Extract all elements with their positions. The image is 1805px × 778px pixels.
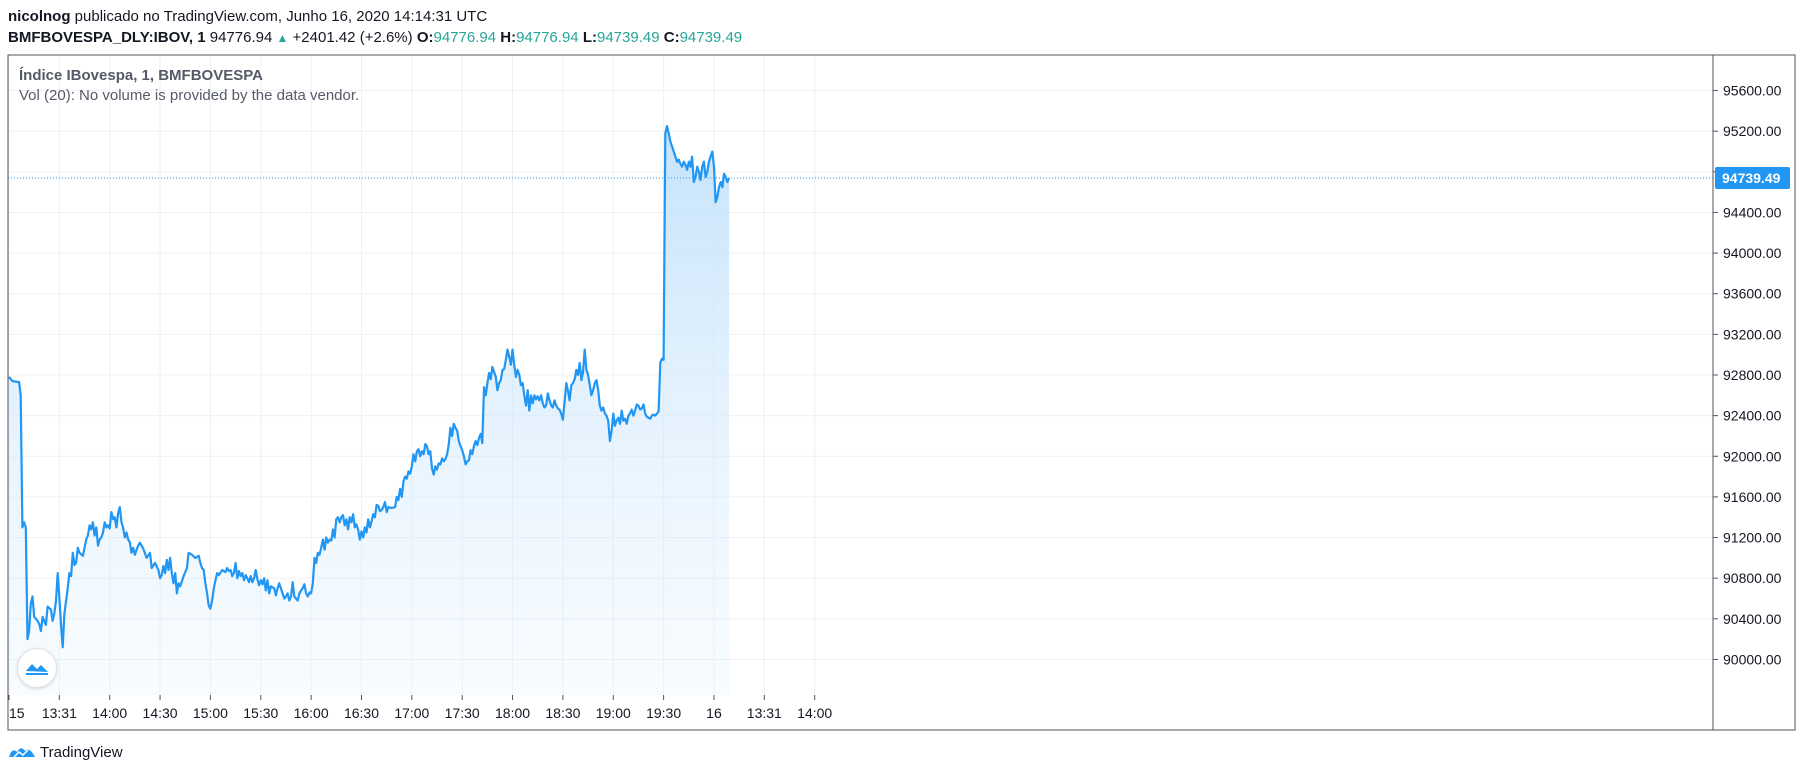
close-value: 94739.49	[679, 29, 743, 46]
time-tick-label: 16	[706, 705, 722, 721]
last-price: 94776.94	[209, 29, 273, 46]
time-tick-label: 14:30	[143, 705, 178, 721]
symbol-name[interactable]: BMFBOVESPA_DLY:IBOV, 1	[8, 29, 206, 46]
time-tick-label: 15:30	[243, 705, 278, 721]
time-tick-label: 14:00	[92, 705, 127, 721]
price-tick-label: 93200.00	[1723, 326, 1782, 342]
price-line	[8, 125, 731, 649]
time-tick-label: 16:30	[344, 705, 379, 721]
author-name[interactable]: nicolnog	[8, 8, 71, 25]
price-tick-label: 92400.00	[1723, 408, 1782, 424]
chart-legend: Índice IBovespa, 1, BMFBOVESPA Vol (20):…	[19, 66, 359, 106]
time-tick-label: 13:31	[42, 705, 77, 721]
high-value: 94776.94	[516, 29, 579, 46]
open-value: 94776.94	[433, 29, 497, 46]
price-tick-label: 94400.00	[1723, 204, 1782, 220]
open-label: O:	[416, 29, 434, 46]
price-tick-label: 95600.00	[1723, 83, 1782, 99]
time-tick-label: 14:00	[797, 705, 832, 721]
brand-footer[interactable]: TradingView	[8, 743, 123, 761]
price-tick-label: 91600.00	[1723, 489, 1782, 505]
price-tick-label: 90400.00	[1723, 611, 1782, 627]
price-tick-label: 91200.00	[1723, 530, 1782, 546]
price-axis[interactable]: 95600.0095200.0094800.0094400.0094000.00…	[1713, 83, 1782, 668]
time-tick-label: 17:30	[445, 705, 480, 721]
price-tick-label: 94000.00	[1723, 245, 1782, 261]
time-tick-label: 16:00	[294, 705, 329, 721]
time-tick-label: 18:30	[545, 705, 580, 721]
price-tick-label: 92000.00	[1723, 448, 1782, 464]
brand-name: TradingView	[40, 743, 123, 761]
price-tick-label: 93600.00	[1723, 286, 1782, 302]
price-change: +2401.42 (+2.6%)	[292, 29, 413, 46]
time-tick-label: 13:31	[747, 705, 782, 721]
publish-header: nicolnog publicado no TradingView.com, J…	[8, 7, 487, 27]
price-tick-label: 92800.00	[1723, 367, 1782, 383]
volume-note: Vol (20): No volume is provided by the d…	[19, 87, 360, 104]
low-label: L:	[582, 29, 597, 46]
last-price-label-text: 94739.49	[1722, 170, 1781, 186]
low-value: 94739.49	[596, 29, 660, 46]
chart-logo-button[interactable]	[17, 648, 57, 688]
time-tick-label: 18:00	[495, 705, 530, 721]
time-tick-label: 17:00	[394, 705, 429, 721]
last-price-label-bg	[1715, 166, 1790, 189]
legend-title[interactable]: Índice IBovespa, 1, BMFBOVESPA	[19, 67, 263, 84]
time-axis[interactable]: 15 13:31 14:00 14:30 15:00 15:30 16:00 16:30 17:…	[8, 695, 832, 721]
last-price-label: 94739.49	[1715, 166, 1790, 189]
price-tick-label: 95200.00	[1723, 123, 1782, 139]
up-arrow-icon: ▲	[276, 31, 289, 45]
published-text: publicado no TradingView.com, Junho 16, …	[74, 8, 488, 25]
price-tick-label: 90000.00	[1723, 651, 1782, 667]
price-area-fill	[9, 126, 730, 696]
tradingview-logo-icon	[9, 748, 35, 758]
price-axis-border	[1712, 54, 1796, 731]
symbol-line: BMFBOVESPA_DLY:IBOV, 1 94776.94 ▲ +2401.…	[8, 28, 742, 48]
high-label: H:	[500, 29, 517, 46]
close-label: C:	[663, 29, 680, 46]
time-tick-label: 15:00	[193, 705, 228, 721]
price-tick-label: 90800.00	[1723, 570, 1782, 586]
time-tick-label: 15	[9, 705, 25, 721]
time-tick-label: 19:00	[596, 705, 631, 721]
tradingview-cloud-icon	[26, 664, 48, 675]
time-tick-label: 19:30	[646, 705, 681, 721]
